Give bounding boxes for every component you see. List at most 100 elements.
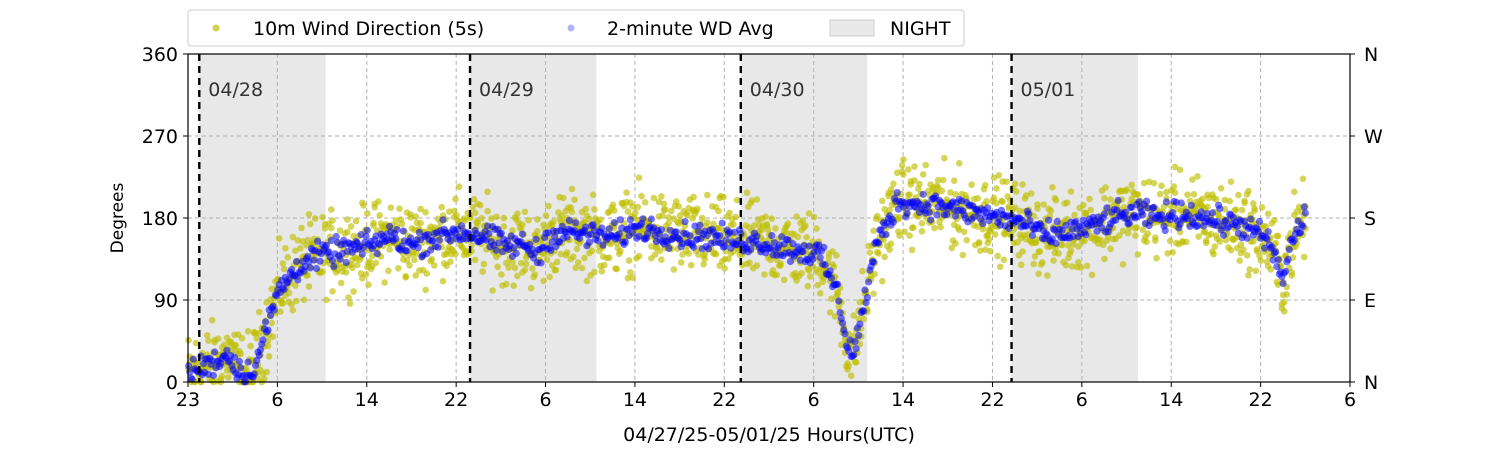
wind-direction-point-1559 [1152, 237, 1159, 244]
wind-direction-point-1170 [911, 163, 918, 170]
wind-direction-point-934 [764, 226, 772, 233]
wind-direction-point-175 [293, 297, 300, 305]
avg-point-115 [327, 237, 335, 245]
wind-direction-point-1540 [1140, 179, 1148, 187]
wind-direction-point-581 [545, 202, 552, 210]
avg-point-87 [292, 257, 301, 266]
wind-direction-point-1184 [919, 171, 927, 178]
x-tick-label-7: 6 [808, 389, 820, 411]
wind-direction-point-1152 [900, 171, 907, 178]
wind-direction-point-1150 [898, 162, 906, 169]
avg-point-347 [615, 230, 623, 238]
wind-direction-point-1285 [982, 181, 989, 189]
avg-point-884 [1282, 267, 1290, 275]
wind-direction-point-1163 [906, 191, 913, 198]
wind-direction-point-433 [453, 212, 460, 219]
wind-direction-point-231 [328, 224, 335, 232]
wind-direction-point-721 [632, 209, 639, 217]
wind-direction-point-1003 [807, 273, 814, 280]
wind-direction-point-411 [439, 277, 447, 285]
wind-direction-point-696 [617, 247, 624, 255]
x-tick-label-3: 22 [444, 389, 468, 411]
avg-point-900 [1301, 209, 1309, 217]
wind-direction-point-1379 [1040, 201, 1047, 208]
wind-direction-point-530 [514, 210, 521, 217]
avg-point-352 [621, 238, 630, 246]
wind-direction-point-1487 [1107, 245, 1114, 253]
wind-direction-point-1230 [948, 244, 956, 252]
avg-point-41 [235, 357, 243, 365]
wind-direction-point-768 [661, 206, 669, 213]
wind-direction-point-1766 [1281, 308, 1288, 315]
wind-direction-point-301 [371, 203, 379, 211]
avg-point-524 [835, 297, 843, 305]
wind-direction-point-1160 [905, 166, 912, 173]
wind-direction-point-84 [237, 350, 244, 358]
wind-direction-point-1333 [1011, 180, 1019, 188]
wind-direction-point-604 [560, 194, 567, 202]
wind-direction-point-1477 [1101, 255, 1108, 263]
avg-point-144 [363, 226, 371, 234]
wind-direction-point-624 [572, 264, 579, 272]
wind-direction-point-1648 [1207, 230, 1215, 238]
wind-direction-point-1608 [1183, 238, 1190, 246]
wind-direction-point-1438 [1077, 264, 1085, 271]
wind-direction-point-1273 [974, 195, 982, 202]
wind-direction-point-524 [510, 282, 517, 290]
x-tick-label-13: 6 [1344, 389, 1356, 411]
wind-direction-point-216 [319, 213, 326, 221]
wind-direction-point-1514 [1124, 229, 1132, 237]
x-tick-label-1: 6 [271, 389, 283, 411]
avg-point-758 [1125, 219, 1133, 227]
avg-point-512 [820, 243, 828, 251]
wind-direction-point-270 [352, 217, 360, 225]
wind-direction-point-308 [376, 212, 384, 219]
avg-point-140 [358, 250, 366, 258]
avg-point-242 [485, 230, 493, 238]
avg-point-571 [893, 189, 901, 197]
wind-direction-point-1588 [1170, 183, 1178, 190]
avg-point-527 [839, 319, 847, 327]
wind-direction-point-1583 [1166, 237, 1174, 245]
avg-point-538 [852, 345, 860, 353]
wind-direction-point-1452 [1086, 195, 1093, 203]
wind-direction-point-1695 [1236, 257, 1243, 265]
avg-point-98 [306, 264, 314, 272]
wind-direction-point-900 [743, 189, 751, 196]
wind-direction-point-1044 [833, 252, 840, 259]
wind-direction-point-366 [412, 213, 420, 220]
wind-direction-point-865 [721, 265, 728, 272]
wind-direction-point-1318 [1003, 178, 1010, 185]
wind-direction-point-205 [311, 215, 319, 222]
legend-marker-night [829, 19, 875, 37]
wind-direction-point-882 [732, 213, 740, 221]
wind-direction-point-475 [479, 268, 487, 275]
wind-direction-point-194 [305, 283, 313, 290]
avg-point-877 [1273, 263, 1281, 271]
avg-point-453 [747, 245, 755, 253]
avg-point-899 [1300, 203, 1308, 211]
wind-direction-point-31 [203, 332, 211, 339]
avg-point-541 [856, 320, 864, 328]
wind-direction-point-1315 [1000, 256, 1008, 264]
avg-point-250 [495, 239, 503, 247]
avg-point-280 [532, 235, 540, 243]
wind-direction-point-905 [746, 259, 753, 267]
wind-direction-point-762 [658, 256, 665, 264]
avg-point-88 [294, 276, 302, 284]
wind-direction-point-833 [701, 251, 709, 258]
wind-direction-point-135 [268, 285, 276, 293]
avg-point-69 [270, 306, 278, 314]
avg-point-116 [328, 256, 337, 264]
wind-direction-point-960 [780, 276, 788, 284]
wind-direction-point-618 [568, 208, 576, 216]
wind-direction-point-794 [677, 259, 685, 266]
wind-direction-point-1121 [880, 236, 887, 244]
wind-direction-point-1394 [1050, 257, 1057, 264]
wind-direction-point-1276 [977, 247, 984, 254]
avg-point-769 [1139, 211, 1147, 219]
wind-direction-point-1779 [1288, 269, 1296, 276]
avg-point-870 [1264, 228, 1272, 236]
avg-point-197 [429, 237, 437, 245]
avg-point-106 [316, 257, 324, 265]
